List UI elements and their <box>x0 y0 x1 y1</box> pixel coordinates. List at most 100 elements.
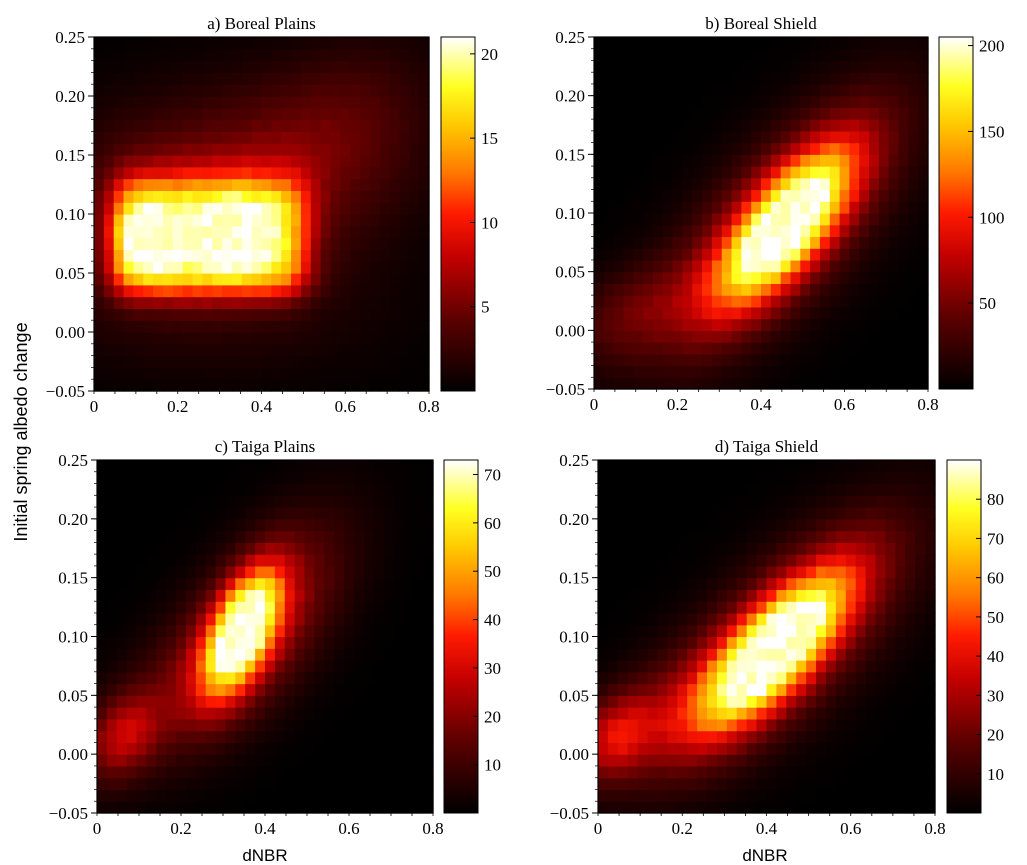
heatmap-cell <box>353 542 365 555</box>
heatmap-cell <box>682 330 693 343</box>
heatmap-cell <box>849 330 860 343</box>
heatmap-cell <box>222 143 233 156</box>
heatmap-cell <box>231 249 243 262</box>
heatmap-cell <box>816 707 827 720</box>
heatmap-cell <box>849 353 860 367</box>
x-tick-label: 0.2 <box>672 819 693 838</box>
heatmap-cell <box>878 37 890 50</box>
heatmap-cell <box>389 155 401 168</box>
heatmap-cell <box>383 460 395 473</box>
heatmap-cell <box>373 742 385 755</box>
heatmap-cell <box>707 742 718 755</box>
heatmap-cell <box>825 777 837 791</box>
heatmap-cell <box>915 565 926 579</box>
heatmap-cell <box>796 707 807 720</box>
heatmap-cell <box>594 37 605 50</box>
heatmap-cell <box>657 636 668 649</box>
heatmap-cell <box>245 636 256 649</box>
heatmap-cell <box>918 318 929 331</box>
heatmap-cell <box>721 259 733 273</box>
heatmap-cell <box>369 320 381 333</box>
heatmap-cell <box>741 83 752 97</box>
heatmap-cell <box>726 636 738 649</box>
heatmap-cell <box>770 318 782 331</box>
heatmap-cell <box>800 48 811 62</box>
heatmap-cell <box>607 636 619 649</box>
heatmap-cell <box>225 507 236 520</box>
heatmap-cell <box>849 37 860 50</box>
heatmap-cell <box>274 542 286 555</box>
heatmap-cell <box>859 224 870 238</box>
heatmap-cell <box>310 60 322 73</box>
heatmap-cell <box>195 789 207 802</box>
heatmap-cell <box>816 530 827 543</box>
heatmap-cell <box>643 306 654 320</box>
heatmap-cell <box>271 84 282 97</box>
heatmap-cell <box>291 284 302 298</box>
heatmap-cell <box>839 259 851 273</box>
heatmap-cell <box>702 48 713 62</box>
heatmap-cell <box>340 237 351 250</box>
heatmap-cell <box>623 224 634 238</box>
heatmap-cell <box>895 707 906 720</box>
heatmap-cell <box>603 154 615 167</box>
heatmap-cell <box>245 671 256 685</box>
heatmap-cell <box>393 636 404 649</box>
heatmap-cell <box>806 554 817 567</box>
heatmap-cell <box>419 367 430 380</box>
heatmap-cell <box>291 48 302 62</box>
heatmap-cell <box>598 754 609 767</box>
heatmap-cell <box>185 518 197 532</box>
heatmap-cell <box>816 565 827 579</box>
heatmap-cell <box>806 801 817 814</box>
heatmap-cell <box>697 660 708 673</box>
heatmap-cell <box>393 742 404 755</box>
heatmap-cell <box>116 554 128 567</box>
heatmap-cell <box>255 648 266 661</box>
heatmap-cell <box>677 730 688 743</box>
heatmap-cell <box>281 237 292 250</box>
heatmap-cell <box>657 789 668 802</box>
heatmap-cell <box>657 718 668 732</box>
y-tick-label: 0.00 <box>55 323 85 342</box>
heatmap-cell <box>314 554 325 567</box>
heatmap-cell <box>94 178 105 191</box>
heatmap-cell <box>94 355 105 368</box>
heatmap-cell <box>682 353 693 367</box>
heatmap-cell <box>136 765 148 779</box>
heatmap-cell <box>790 166 801 179</box>
heatmap-cell <box>225 648 236 661</box>
heatmap-cell <box>231 367 243 380</box>
heatmap-cell <box>106 777 118 791</box>
heatmap-cell <box>859 318 870 331</box>
heatmap-cell <box>617 565 629 579</box>
heatmap-cell <box>291 60 302 73</box>
heatmap-cell <box>360 107 371 121</box>
heatmap-cell <box>637 565 649 579</box>
heatmap-cell <box>598 495 609 508</box>
heatmap-cell <box>888 48 900 62</box>
heatmap-cell <box>780 107 792 120</box>
heatmap-cell <box>409 225 420 239</box>
heatmap-cell <box>284 671 296 685</box>
heatmap-cell <box>423 765 434 779</box>
heatmap-cell <box>245 471 256 485</box>
heatmap-cell <box>94 273 105 286</box>
heatmap-cell <box>231 72 243 85</box>
heatmap-cell <box>825 765 837 779</box>
heatmap-cell <box>613 37 625 50</box>
heatmap-cell <box>869 306 880 320</box>
heatmap-cell <box>697 718 708 732</box>
heatmap-cell <box>829 236 841 249</box>
heatmap-cell <box>300 379 312 392</box>
heatmap-cell <box>776 577 787 591</box>
heatmap-cell <box>235 660 246 673</box>
heatmap-cell <box>97 648 108 661</box>
heatmap-cell <box>255 801 266 814</box>
heatmap-cell <box>849 306 860 320</box>
heatmap-cell <box>697 624 708 638</box>
heatmap-cell <box>692 271 703 284</box>
heatmap-cell <box>363 530 375 543</box>
heatmap-cell <box>379 320 391 333</box>
heatmap-cell <box>652 224 664 238</box>
